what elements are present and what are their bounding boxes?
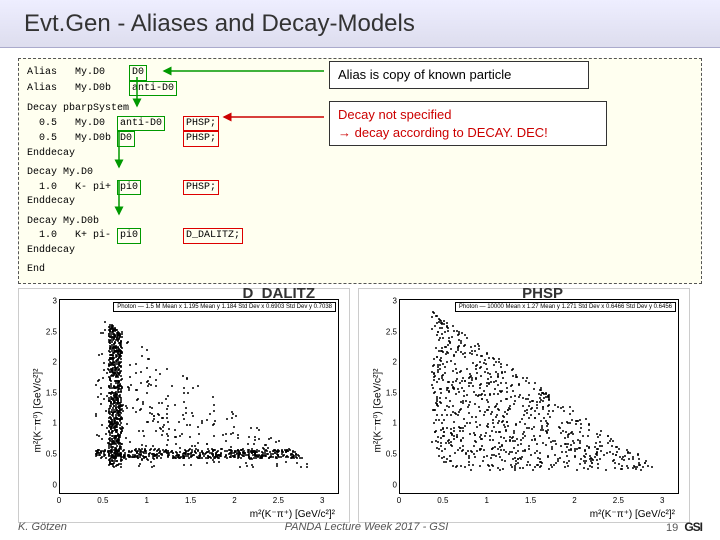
code-text: 0.5 My.D0	[27, 118, 117, 129]
page-number: 19	[666, 522, 678, 534]
footer-right: 19 GSI	[666, 520, 702, 534]
title-bar: Evt.Gen - Aliases and Decay-Models	[0, 0, 720, 48]
y-ticks: 00.511.522.53	[381, 299, 397, 494]
plots-row: D_DALITZ m²(K⁻π⁰) [GeV/c²]² m²(K⁻π⁺) [Ge…	[0, 288, 720, 523]
decay-particle: pi0	[117, 228, 141, 244]
code-text: Enddecay	[27, 195, 693, 209]
code-text: 1.0 K- pi+	[27, 182, 117, 193]
decay-model: PHSP;	[183, 180, 219, 196]
logo: GSI	[684, 520, 702, 534]
decay-particle: D0	[117, 131, 135, 147]
slide-title: Evt.Gen - Aliases and Decay-Models	[24, 10, 415, 38]
venue: PANDA Lecture Week 2017 - GSI	[285, 521, 449, 533]
callout-alias: Alias is copy of known particle	[329, 61, 589, 89]
code-text: 0.5 My.D0b	[27, 133, 117, 144]
decay-model: PHSP;	[183, 116, 219, 132]
x-axis-label: m²(K⁻π⁺) [GeV/c²]²	[250, 509, 335, 520]
plot-area: Photon — 1.5 M Mean x 1.195 Mean y 1.184…	[59, 299, 339, 494]
decay-model: PHSP;	[183, 131, 219, 147]
code-text: Enddecay	[27, 147, 693, 161]
x-ticks: 00.511.522.53	[399, 496, 679, 506]
phsp-plot: PHSP m²(K⁻π⁰) [GeV/c²]² m²(K⁻π⁺) [GeV/c²…	[358, 288, 690, 523]
alias-target: anti-D0	[129, 81, 177, 97]
plot-area: Photon — 10000 Mean x 1.27 Mean y 1.271 …	[399, 299, 679, 494]
callout-line: → decay according to DECAY. DEC!	[338, 124, 598, 142]
stat-box: Photon — 10000 Mean x 1.27 Mean y 1.271 …	[455, 302, 676, 313]
author: K. Götzen	[18, 521, 67, 533]
code-text: Decay My.D0	[27, 166, 693, 180]
alias-target: D0	[129, 65, 147, 81]
y-ticks: 00.511.522.53	[41, 299, 57, 494]
code-text: Alias My.D0b	[27, 83, 129, 94]
callout-decay: Decay not specified → decay according to…	[329, 101, 607, 146]
x-ticks: 00.511.522.53	[59, 496, 339, 506]
decay-model: D_DALITZ;	[183, 228, 243, 244]
code-block: Alias My.D0 D0 Alias My.D0b anti-D0 Deca…	[18, 58, 702, 284]
callout-line: Decay not specified	[338, 106, 598, 124]
code-text: 1.0 K+ pi-	[27, 230, 117, 241]
decay-particle: anti-D0	[117, 116, 165, 132]
decay-particle: pi0	[117, 180, 141, 196]
code-text: Decay My.D0b	[27, 215, 693, 229]
code-text: Enddecay	[27, 244, 693, 258]
code-text: Alias My.D0	[27, 67, 129, 78]
footer: K. Götzen PANDA Lecture Week 2017 - GSI …	[0, 520, 720, 534]
x-axis-label: m²(K⁻π⁺) [GeV/c²]²	[590, 509, 675, 520]
dalitz-plot: D_DALITZ m²(K⁻π⁰) [GeV/c²]² m²(K⁻π⁺) [Ge…	[18, 288, 350, 523]
code-text: End	[27, 263, 693, 277]
stat-box: Photon — 1.5 M Mean x 1.195 Mean y 1.184…	[113, 302, 336, 313]
